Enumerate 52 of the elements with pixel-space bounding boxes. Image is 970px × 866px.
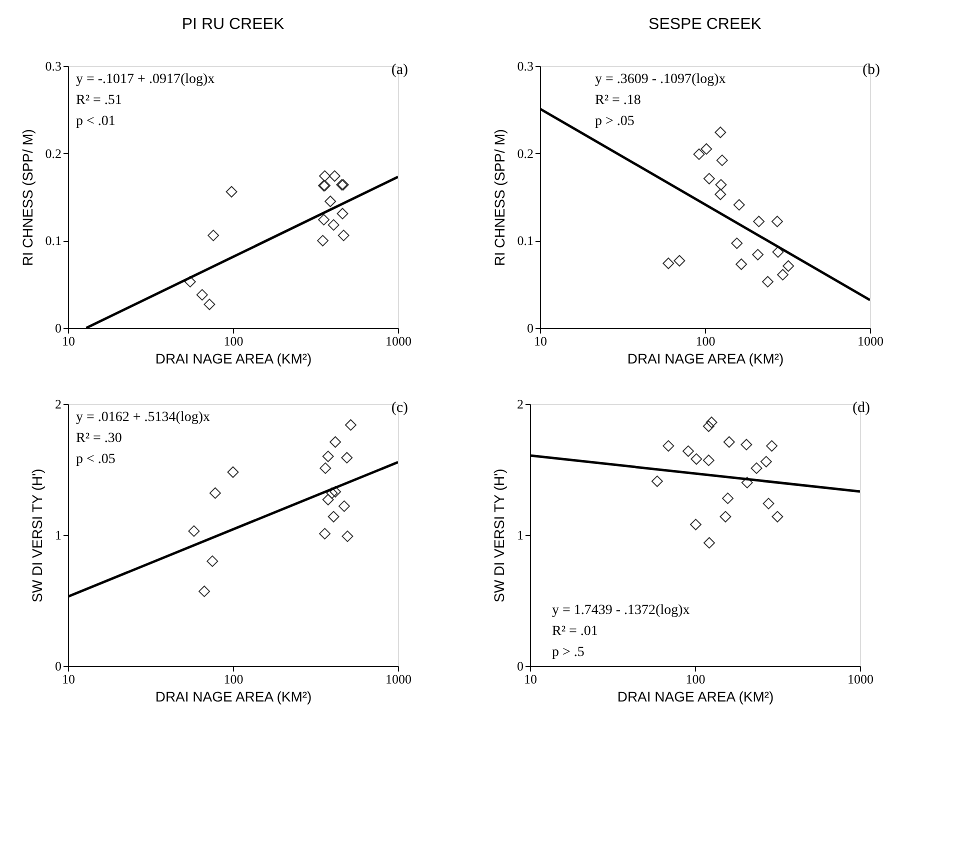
- y-tick-label: 2: [517, 396, 524, 412]
- x-tick-label: 100: [686, 672, 706, 686]
- annotation: (b): [862, 62, 880, 78]
- annotation: R² = .30: [76, 431, 122, 446]
- y-tick-label: 2: [55, 396, 62, 412]
- y-axis-title: RI CHNESS (SPP/ M): [491, 129, 508, 266]
- y-axis-title: SW DI VERSI TY (H'): [491, 468, 507, 602]
- annotation: (d): [852, 400, 870, 416]
- chart-title: PI RU CREEK: [182, 16, 284, 33]
- x-tick-label: 1000: [386, 672, 412, 686]
- x-axis-title: DRAI NAGE AREA (KM²): [617, 688, 774, 704]
- annotation: y = -.1017 + .0917(log)x: [76, 72, 215, 87]
- x-tick-label: 1000: [848, 672, 874, 686]
- x-tick-label: 1000: [858, 334, 884, 348]
- annotation: R² = .18: [595, 93, 641, 108]
- x-tick-label: 100: [224, 672, 244, 686]
- x-tick-label: 10: [524, 672, 537, 686]
- x-axis-title: DRAI NAGE AREA (KM²): [155, 688, 312, 704]
- x-axis-title: DRAI NAGE AREA (KM²): [155, 350, 312, 366]
- x-tick-label: 100: [696, 334, 716, 348]
- y-axis-title: RI CHNESS (SPP/ M): [19, 129, 36, 266]
- annotation: (c): [391, 400, 408, 416]
- annotation: R² = .51: [76, 93, 122, 108]
- annotation: y = .0162 + .5134(log)x: [76, 410, 210, 425]
- chart-title: SESPE CREEK: [648, 16, 762, 33]
- y-axis-title: SW DI VERSI TY (H'): [29, 468, 45, 602]
- y-tick-label: 1: [517, 528, 524, 542]
- y-tick-label: 0: [55, 320, 62, 336]
- annotation: y = 1.7439 - .1372(log)x: [552, 603, 690, 618]
- x-tick-label: 100: [224, 334, 244, 348]
- y-tick-label: 0: [55, 658, 62, 674]
- annotation: y = .3609 - .1097(log)x: [595, 72, 726, 87]
- y-tick-label: 0: [517, 658, 524, 674]
- x-tick-label: 1000: [386, 334, 412, 348]
- x-axis-title: DRAI NAGE AREA (KM²): [627, 350, 784, 366]
- y-tick-label: 0: [527, 320, 534, 336]
- x-tick-label: 10: [62, 334, 75, 348]
- y-tick-label: 0.2: [45, 146, 62, 161]
- annotation: p > .05: [595, 114, 634, 129]
- annotation: p < .01: [76, 114, 116, 129]
- annotation: p < .05: [76, 452, 116, 467]
- x-tick-label: 10: [534, 334, 547, 348]
- y-tick-label: 0.2: [517, 146, 534, 161]
- y-tick-label: 0.3: [517, 58, 534, 74]
- x-tick-label: 10: [62, 672, 75, 686]
- y-tick-label: 0.1: [517, 233, 534, 248]
- annotation: R² = .01: [552, 624, 598, 639]
- y-tick-label: 1: [55, 528, 62, 542]
- y-tick-label: 0.3: [45, 58, 62, 74]
- y-tick-label: 0.1: [45, 233, 62, 248]
- annotation: (a): [391, 62, 408, 78]
- annotation: p > .5: [552, 645, 584, 660]
